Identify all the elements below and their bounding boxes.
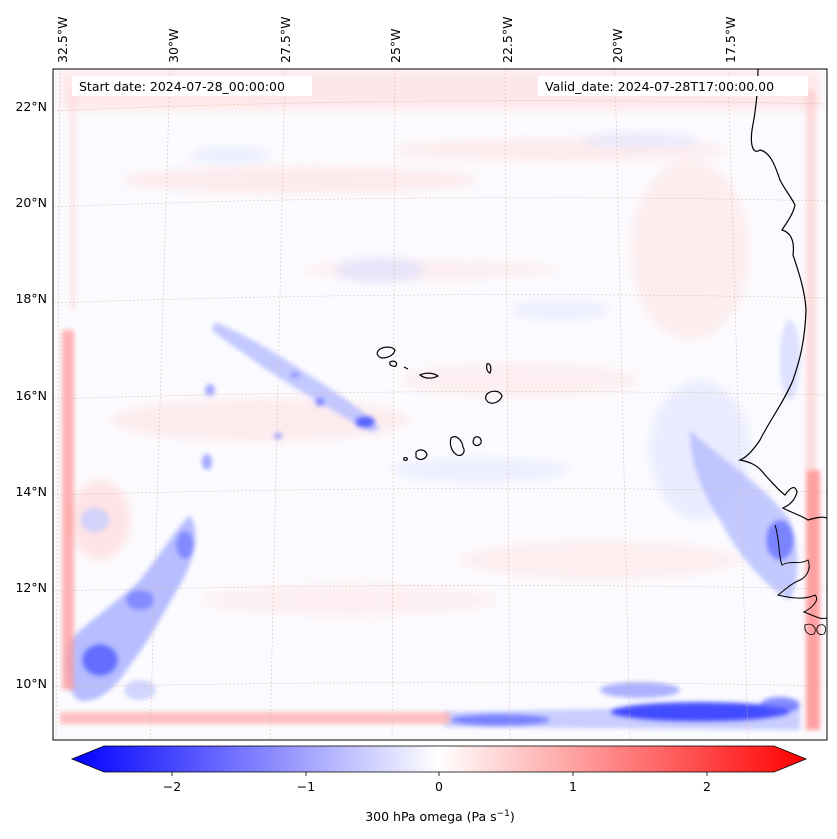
lon-label-27-5w: 27.5°W xyxy=(278,17,293,63)
colorbar-label-sup: −1 xyxy=(497,809,510,819)
graticule xyxy=(53,69,827,740)
boa-vista-island xyxy=(485,390,503,404)
colorbar-label-main: 300 hPa omega (Pa s xyxy=(365,809,496,824)
colorbar-tick-2: 2 xyxy=(703,779,711,794)
omega-southwest-cluster xyxy=(65,508,196,701)
lat-label-18n: 18°N xyxy=(15,291,47,306)
omega-boundary-artifacts xyxy=(60,90,820,730)
lon-label-17-5w: 17.5°W xyxy=(723,17,738,63)
colorbar-tick-1: 1 xyxy=(569,779,577,794)
omega-southern-band xyxy=(445,682,800,730)
map-panel: Start date: 2024-07-28_00:00:00 Valid_da… xyxy=(52,68,828,741)
colorbar-gradient xyxy=(70,745,808,773)
bijagos-islands xyxy=(804,623,827,635)
lat-label-22n: 22°N xyxy=(15,99,47,114)
sao-vicente-island xyxy=(389,360,398,367)
colorbar-tick-neg2: −2 xyxy=(163,779,181,794)
cape-verde-islands xyxy=(376,346,503,461)
lat-label-10n: 10°N xyxy=(15,676,47,691)
guinea-bissau-coast xyxy=(774,524,827,619)
fogo-island xyxy=(415,449,428,461)
colorbar-label: 300 hPa omega (Pa s−1) xyxy=(365,809,515,824)
santo-antao-island xyxy=(376,346,396,359)
latitude-labels: 22°N 20°N 18°N 16°N 14°N 12°N 10°N xyxy=(15,99,47,691)
valid-date-label: Valid_date: 2024-07-28T17:00:00.00 xyxy=(545,79,774,94)
lat-label-16n: 16°N xyxy=(15,388,47,403)
lat-label-12n: 12°N xyxy=(15,580,47,595)
sao-nicolau-island xyxy=(418,372,440,379)
omega-negative-patches xyxy=(190,132,750,520)
colorbar-ticks xyxy=(171,772,708,776)
valid-date-box xyxy=(538,76,808,96)
start-date-label: Start date: 2024-07-28_00:00:00 xyxy=(79,79,285,94)
longitude-labels: 32.5°W 30°W 27.5°W 25°W 22.5°W 20°W 17.5… xyxy=(55,17,738,63)
lon-label-25w: 25°W xyxy=(388,28,403,63)
sal-island xyxy=(486,363,492,374)
colorbar-tick-neg1: −1 xyxy=(297,779,315,794)
lat-label-20n: 20°N xyxy=(15,195,47,210)
santa-luzia-island xyxy=(403,366,409,370)
colorbar: −2 −1 0 1 2 300 hPa omega (Pa s−1) xyxy=(70,745,808,824)
lon-label-32-5w: 32.5°W xyxy=(55,17,70,63)
omega-east-coast xyxy=(690,320,800,600)
start-date-box xyxy=(72,76,312,96)
maio-island xyxy=(472,436,482,447)
brava-island xyxy=(403,457,408,461)
lat-label-14n: 14°N xyxy=(15,484,47,499)
lon-label-30w: 30°W xyxy=(166,28,181,63)
santiago-island xyxy=(449,436,465,457)
lon-label-20w: 20°W xyxy=(610,28,625,63)
africa-coastline xyxy=(737,69,827,521)
colorbar-label-end: ) xyxy=(510,809,515,824)
lon-label-22-5w: 22.5°W xyxy=(500,17,515,63)
colorbar-tick-0: 0 xyxy=(435,779,443,794)
omega-band xyxy=(202,322,380,470)
map-frame xyxy=(52,68,828,741)
